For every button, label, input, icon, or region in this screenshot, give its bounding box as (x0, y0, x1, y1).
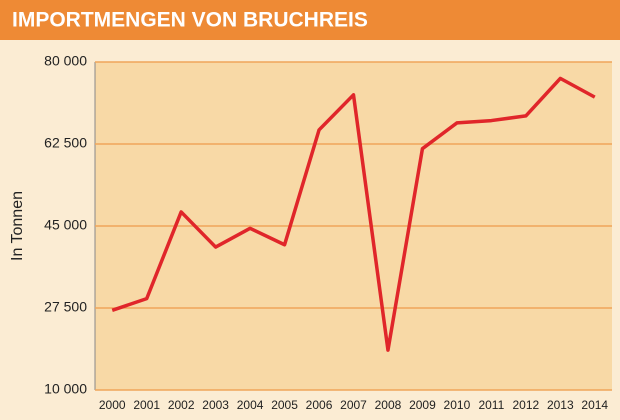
y-tick-label: 80 000 (44, 53, 87, 69)
x-tick-label: 2007 (340, 398, 367, 412)
x-tick-label: 2005 (271, 398, 298, 412)
x-tick-label: 2002 (168, 398, 195, 412)
y-tick-label: 45 000 (44, 217, 87, 233)
x-tick-label: 2013 (547, 398, 574, 412)
y-axis-label: In Tonnen (9, 191, 26, 261)
y-tick-label: 10 000 (44, 381, 87, 397)
x-tick-label: 2014 (581, 398, 608, 412)
x-tick-label: 2012 (512, 398, 539, 412)
y-tick-label: 62 500 (44, 135, 87, 151)
x-tick-label: 2010 (444, 398, 471, 412)
data-line (111, 76, 596, 352)
chart-title: IMPORTMENGEN VON BRUCHREIS (12, 9, 368, 32)
x-tick-label: 2009 (409, 398, 436, 412)
x-tick-label: 2000 (99, 398, 126, 412)
header-bar (0, 0, 620, 40)
x-tick-label: 2004 (237, 398, 264, 412)
y-tick-label: 27 500 (44, 299, 87, 315)
x-tick-label: 2008 (375, 398, 402, 412)
x-tick-label: 2006 (306, 398, 333, 412)
x-tick-label: 2001 (133, 398, 160, 412)
x-tick-label: 2011 (478, 398, 504, 412)
x-tick-label: 2003 (202, 398, 229, 412)
